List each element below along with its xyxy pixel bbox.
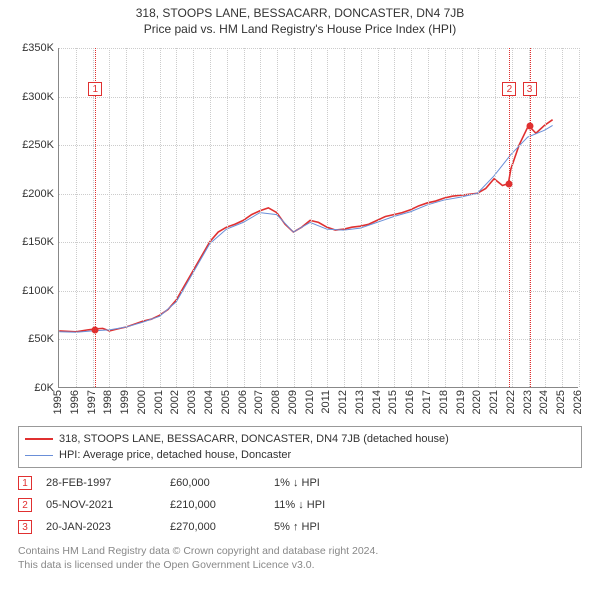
legend-item: 318, STOOPS LANE, BESSACARR, DONCASTER, … <box>25 431 575 447</box>
y-tick-label: £0K <box>10 382 54 394</box>
legend-swatch <box>25 455 53 456</box>
y-tick-label: £250K <box>10 139 54 151</box>
x-tick-label: 2004 <box>203 390 215 414</box>
row-date: 28-FEB-1997 <box>46 477 156 489</box>
x-tick-label: 1999 <box>119 390 131 414</box>
x-tick-label: 2013 <box>354 390 366 414</box>
marker-box: 3 <box>523 82 537 96</box>
marker-line <box>95 48 96 387</box>
table-row: 2 05-NOV-2021 £210,000 11% ↓ HPI <box>18 494 582 516</box>
x-tick-label: 2006 <box>237 390 249 414</box>
footnote: Contains HM Land Registry data © Crown c… <box>18 544 582 572</box>
x-tick-label: 2008 <box>270 390 282 414</box>
legend-label: 318, STOOPS LANE, BESSACARR, DONCASTER, … <box>59 431 449 447</box>
y-tick-label: £150K <box>10 236 54 248</box>
x-tick-label: 2021 <box>488 390 500 414</box>
y-tick-label: £50K <box>10 333 54 345</box>
x-tick-label: 2000 <box>136 390 148 414</box>
x-tick-label: 2015 <box>387 390 399 414</box>
y-tick-label: £100K <box>10 285 54 297</box>
x-tick-label: 2002 <box>169 390 181 414</box>
x-tick-label: 2016 <box>404 390 416 414</box>
chart-lines <box>59 48 578 387</box>
marker-box: 1 <box>88 82 102 96</box>
x-tick-label: 2003 <box>186 390 198 414</box>
table-row: 3 20-JAN-2023 £270,000 5% ↑ HPI <box>18 516 582 538</box>
legend-swatch <box>25 438 53 440</box>
row-date: 05-NOV-2021 <box>46 499 156 511</box>
x-tick-label: 2026 <box>572 390 584 414</box>
row-date: 20-JAN-2023 <box>46 521 156 533</box>
marker-dot <box>526 122 533 129</box>
plot-area: 1 23 <box>58 48 578 388</box>
row-delta: 11% ↓ HPI <box>274 499 374 511</box>
x-tick-label: 2007 <box>253 390 265 414</box>
x-tick-label: 2005 <box>220 390 232 414</box>
x-tick-label: 1996 <box>69 390 81 414</box>
table-row: 1 28-FEB-1997 £60,000 1% ↓ HPI <box>18 472 582 494</box>
row-marker: 2 <box>18 498 32 512</box>
row-price: £60,000 <box>170 477 260 489</box>
marker-dot <box>506 181 513 188</box>
chart: £0K £50K £100K £150K £200K £250K £300K £350K 1 2… <box>10 40 590 420</box>
row-price: £210,000 <box>170 499 260 511</box>
marker-dot <box>92 326 99 333</box>
x-tick-label: 1995 <box>52 390 64 414</box>
chart-subtitle: Price paid vs. HM Land Registry's House … <box>0 20 600 40</box>
x-tick-label: 2025 <box>555 390 567 414</box>
y-tick-label: £300K <box>10 91 54 103</box>
x-tick-label: 2019 <box>455 390 467 414</box>
marker-box: 2 <box>502 82 516 96</box>
x-tick-label: 2024 <box>538 390 550 414</box>
x-tick-label: 2023 <box>522 390 534 414</box>
legend-label: HPI: Average price, detached house, Donc… <box>59 447 291 463</box>
y-tick-label: £200K <box>10 188 54 200</box>
row-marker: 1 <box>18 476 32 490</box>
x-tick-label: 2011 <box>320 390 332 414</box>
x-tick-label: 2017 <box>421 390 433 414</box>
marker-line <box>530 48 531 387</box>
legend: 318, STOOPS LANE, BESSACARR, DONCASTER, … <box>18 426 582 468</box>
chart-title: 318, STOOPS LANE, BESSACARR, DONCASTER, … <box>0 0 600 20</box>
marker-line <box>509 48 510 387</box>
x-tick-label: 1997 <box>86 390 98 414</box>
x-tick-label: 2001 <box>153 390 165 414</box>
footnote-line: This data is licensed under the Open Gov… <box>18 558 582 572</box>
row-marker: 3 <box>18 520 32 534</box>
x-tick-label: 2010 <box>304 390 316 414</box>
row-delta: 1% ↓ HPI <box>274 477 374 489</box>
x-tick-label: 2018 <box>438 390 450 414</box>
x-tick-label: 2022 <box>505 390 517 414</box>
x-tick-label: 2014 <box>371 390 383 414</box>
footnote-line: Contains HM Land Registry data © Crown c… <box>18 544 582 558</box>
x-tick-label: 2012 <box>337 390 349 414</box>
row-delta: 5% ↑ HPI <box>274 521 374 533</box>
x-tick-label: 2009 <box>287 390 299 414</box>
y-tick-label: £350K <box>10 42 54 54</box>
x-tick-label: 1998 <box>102 390 114 414</box>
x-tick-label: 2020 <box>471 390 483 414</box>
legend-item: HPI: Average price, detached house, Donc… <box>25 447 575 463</box>
row-price: £270,000 <box>170 521 260 533</box>
transactions-table: 1 28-FEB-1997 £60,000 1% ↓ HPI 2 05-NOV-2021 £… <box>18 472 582 538</box>
